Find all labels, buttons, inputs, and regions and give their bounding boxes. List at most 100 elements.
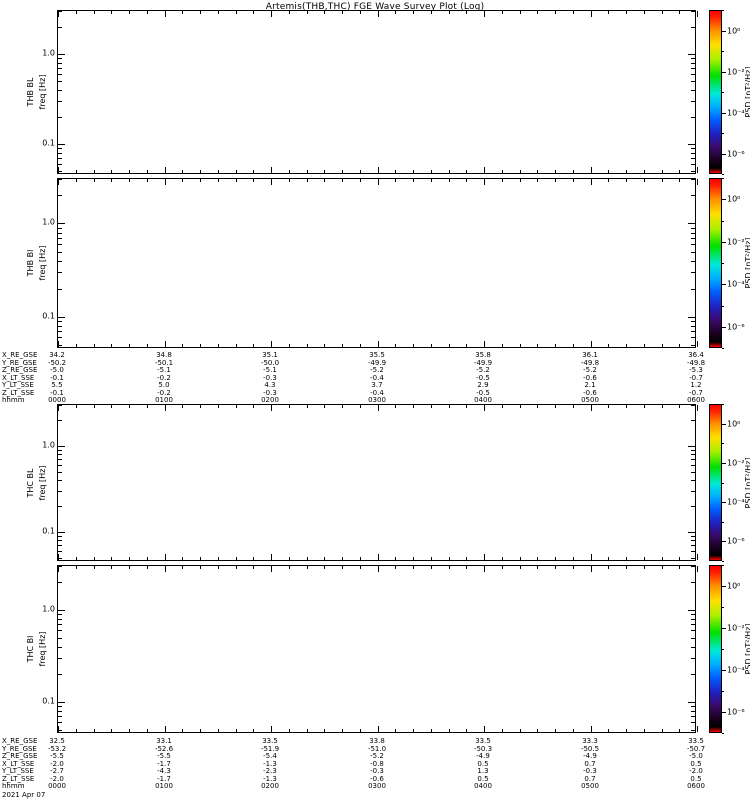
y-minor-tick [58,331,62,332]
y-minor-tick [691,179,695,180]
x-tick [520,729,521,732]
y-minor-tick [58,491,62,492]
y-minor-tick [58,252,62,253]
y-minor-tick [58,289,62,290]
y-major-tick [688,144,695,145]
x-tick [111,11,112,14]
axis-value: -0.7 [689,373,703,382]
y-minor-tick [58,238,62,239]
y-minor-tick [691,540,695,541]
x-tick [466,170,467,173]
x-tick [431,729,432,732]
x-tick [218,557,219,560]
colorbar-tick [722,113,726,114]
axis-value: 35.1 [262,351,278,359]
x-tick [342,179,343,182]
axis-time-value: 0000 [48,782,66,790]
x-tick [697,405,698,411]
colorbar-tick-label: 10⁰ [727,419,741,429]
axis-value-column: 36.1 -49.8 -5.2 -0.6 2.1 -0.6 0500 [581,351,599,405]
axis-value: 33.5 [688,737,704,745]
x-tick [573,566,574,569]
x-tick [502,405,503,408]
x-tick [537,405,538,408]
x-tick [253,170,254,173]
x-tick [484,179,485,185]
axis-value: -5.2 [370,366,384,374]
x-tick [271,726,272,732]
axis-value-column: 35.1 -50.0 -5.1 -0.3 4.3 -0.3 0200 [261,351,279,405]
colorbar-gradient [710,405,721,560]
x-tick [360,557,361,560]
x-tick [502,729,503,732]
x-tick [626,729,627,732]
x-tick [76,405,77,408]
x-tick [200,179,201,182]
x-tick [307,11,308,14]
y-minor-tick [58,706,62,707]
axis-value: 2.1 [584,381,596,389]
y-minor-tick [58,465,62,466]
x-tick [378,167,379,173]
colorbar-tick [722,31,726,32]
y-minor-tick [691,472,695,473]
y-minor-tick [691,706,695,707]
colorbar-minor-tick [722,649,724,650]
colorbar-minor-tick [722,263,724,264]
axis-time-value: 0400 [474,396,492,404]
y-major-tick [58,532,65,533]
axis-row-label: Y_LT_SSE [2,381,34,389]
x-tick [449,405,450,408]
x-tick [395,566,396,569]
y-tick-label: 0.1 [42,311,55,321]
axis-value: -2.3 [263,767,277,775]
x-tick [591,554,592,560]
spectrogram-panel-3[interactable] [57,404,698,561]
axis-row-label: Z_LT_SSE [2,774,35,783]
x-tick [378,11,379,17]
axis-value: -0.6 [583,373,597,382]
y-minor-tick [691,101,695,102]
x-tick [431,566,432,569]
colorbar-tick-label: 10⁻² [727,237,745,247]
x-tick [662,170,663,173]
axis-row-label: Z_RE_GSE [2,366,38,374]
axis-value: -0.3 [263,388,277,397]
x-tick [147,557,148,560]
axis-value: 1.3 [477,767,489,775]
x-tick [218,405,219,408]
x-tick [324,179,325,182]
x-tick [307,405,308,408]
y-minor-tick [691,536,695,537]
x-tick [76,170,77,173]
x-tick [147,179,148,182]
x-tick [555,179,556,182]
x-tick [129,11,130,14]
axis-value: -52.6 [154,744,174,753]
spectrogram-panel-1[interactable] [57,10,698,174]
x-tick [147,405,148,408]
x-tick [591,179,592,185]
colorbar-minor-tick [722,565,724,566]
axis-value: -50.1 [154,358,174,367]
axis-row-label: Y_RE_GSE [2,358,37,367]
spectrogram-panel-2[interactable] [57,178,698,348]
axis-value: -1.7 [157,774,171,783]
y-minor-tick [58,619,62,620]
x-tick [573,179,574,182]
x-tick [573,344,574,347]
x-tick [502,170,503,173]
y-minor-tick [58,558,62,559]
x-tick [449,179,450,182]
x-tick [697,554,698,560]
spectrogram-panel-4[interactable] [57,565,698,733]
colorbar-minor-tick [722,199,724,200]
y-major-tick [688,610,695,611]
y-tick-label: 1.0 [42,48,55,58]
x-tick [165,179,166,185]
y-minor-tick [58,233,62,234]
x-tick [342,405,343,408]
x-tick [129,170,130,173]
x-tick [555,170,556,173]
axis-value: -5.1 [157,366,171,374]
